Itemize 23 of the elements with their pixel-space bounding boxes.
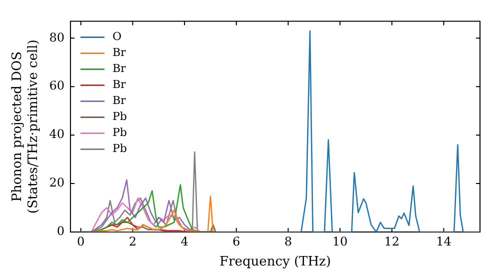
legend-label: Pb (112, 110, 127, 124)
legend-label: O (112, 30, 122, 44)
legend-label: Br (112, 62, 127, 76)
y-tick-label: 80 (49, 30, 64, 44)
legend-label: Br (112, 94, 127, 108)
x-axis-title: Frequency (THz) (220, 254, 331, 270)
y-tick-label: 20 (49, 176, 64, 190)
x-tick-label: 2 (128, 234, 136, 248)
x-tick-label: 14 (436, 234, 452, 248)
y-tick-label: 0 (56, 224, 64, 238)
x-tick-label: 0 (77, 234, 85, 248)
x-tick-label: 8 (284, 234, 292, 248)
legend-label: Pb (112, 142, 127, 156)
x-tick-label: 10 (332, 234, 348, 248)
legend-label: Br (112, 46, 127, 60)
x-tick-label: 6 (232, 234, 240, 248)
legend-label: Br (112, 78, 127, 92)
x-tick-label: 12 (384, 234, 400, 248)
y-axis-title: Phonon projected DOS (States/THz·primitive cell) (10, 40, 41, 214)
y-tick-label: 40 (49, 127, 64, 142)
y-tick-label: 60 (49, 78, 64, 93)
x-tick-label: 4 (180, 234, 189, 248)
legend-label: Pb (112, 126, 127, 140)
